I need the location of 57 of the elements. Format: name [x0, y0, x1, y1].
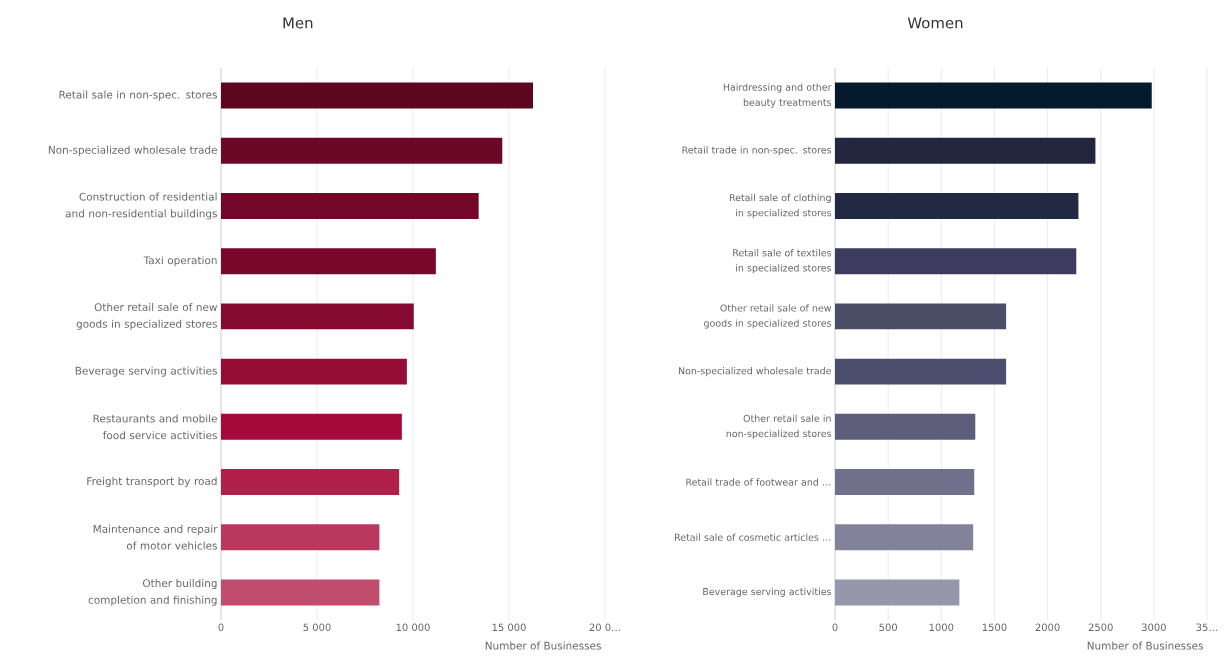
bar	[221, 82, 533, 109]
bar	[835, 413, 976, 440]
x-tick-label: 2500	[1088, 623, 1113, 632]
bar	[221, 303, 414, 330]
y-tick-label: Taxi operation	[143, 256, 217, 267]
y-tick-label: Other retail sale of new goods in specialized stores	[704, 304, 832, 329]
bar	[221, 413, 402, 440]
y-tick-label: Retail trade in non-spec. stores	[682, 146, 832, 156]
bar	[835, 579, 960, 606]
x-tick-label: 1500	[982, 623, 1007, 632]
x-tick-label: 35…	[1196, 623, 1218, 632]
bar	[221, 469, 400, 495]
y-tick-label: Retail sale of cosmetic articles …	[674, 533, 831, 541]
bar	[221, 193, 479, 219]
y-tick-label: Non-specialized wholesale trade	[678, 367, 832, 377]
bar	[835, 469, 975, 495]
y-tick-label: Maintenance and repair of motor vehicles	[93, 524, 218, 550]
bar	[835, 303, 1007, 330]
bar	[221, 358, 407, 385]
x-tick-label: 10 000	[396, 623, 430, 632]
y-tick-label: Retail trade of footwear and …	[686, 478, 831, 486]
y-tick-label: Other retail sale of new goods in specialized stores	[76, 302, 218, 330]
bar	[221, 524, 380, 551]
y-tick-label: Retail sale of clothing in specialized stores	[729, 193, 832, 219]
x-axis-title: Number of Businesses	[485, 641, 601, 650]
y-tick-label: Hairdressing and other beauty treatments	[723, 83, 832, 108]
y-tick-label: Beverage serving activities	[75, 366, 217, 377]
y-tick-label: Construction of residential and non-residential buildings	[65, 192, 217, 220]
bar	[835, 82, 1152, 109]
x-axis-title: Number of Businesses	[1087, 641, 1203, 650]
x-tick-label: 0	[218, 623, 224, 632]
y-tick-label: Beverage serving activities	[703, 587, 832, 597]
x-tick-label: 20 0…	[589, 623, 620, 632]
y-tick-label: Other building completion and finishing	[88, 578, 217, 606]
x-tick-label: 5 000	[303, 623, 331, 632]
y-tick-label: Restaurants and mobile food service activities	[93, 414, 217, 440]
y-tick-label: Non-specialized wholesale trade	[48, 145, 217, 156]
x-tick-label: 0	[832, 623, 838, 632]
x-tick-label: 15 000	[492, 623, 526, 632]
x-tick-label: 1000	[929, 623, 954, 632]
bar	[835, 248, 1077, 275]
chart-title: Men	[283, 17, 313, 29]
bar	[835, 137, 1096, 164]
bar	[221, 248, 436, 275]
bar	[221, 137, 503, 164]
bar	[835, 358, 1007, 385]
y-tick-label: Retail sale in non-spec. stores	[59, 90, 217, 101]
x-tick-label: 500	[879, 623, 897, 632]
bar	[221, 579, 380, 606]
chart-title: Women	[907, 17, 963, 29]
x-tick-label: 2000	[1035, 623, 1060, 632]
y-tick-label: Other retail sale in non-specialized stores	[726, 414, 832, 439]
y-tick-label: Freight transport by road	[87, 476, 217, 488]
bar	[835, 524, 974, 551]
y-tick-label: Retail sale of textiles in specialized stores	[733, 249, 832, 274]
bar	[835, 193, 1079, 219]
x-tick-label: 3000	[1141, 623, 1166, 632]
